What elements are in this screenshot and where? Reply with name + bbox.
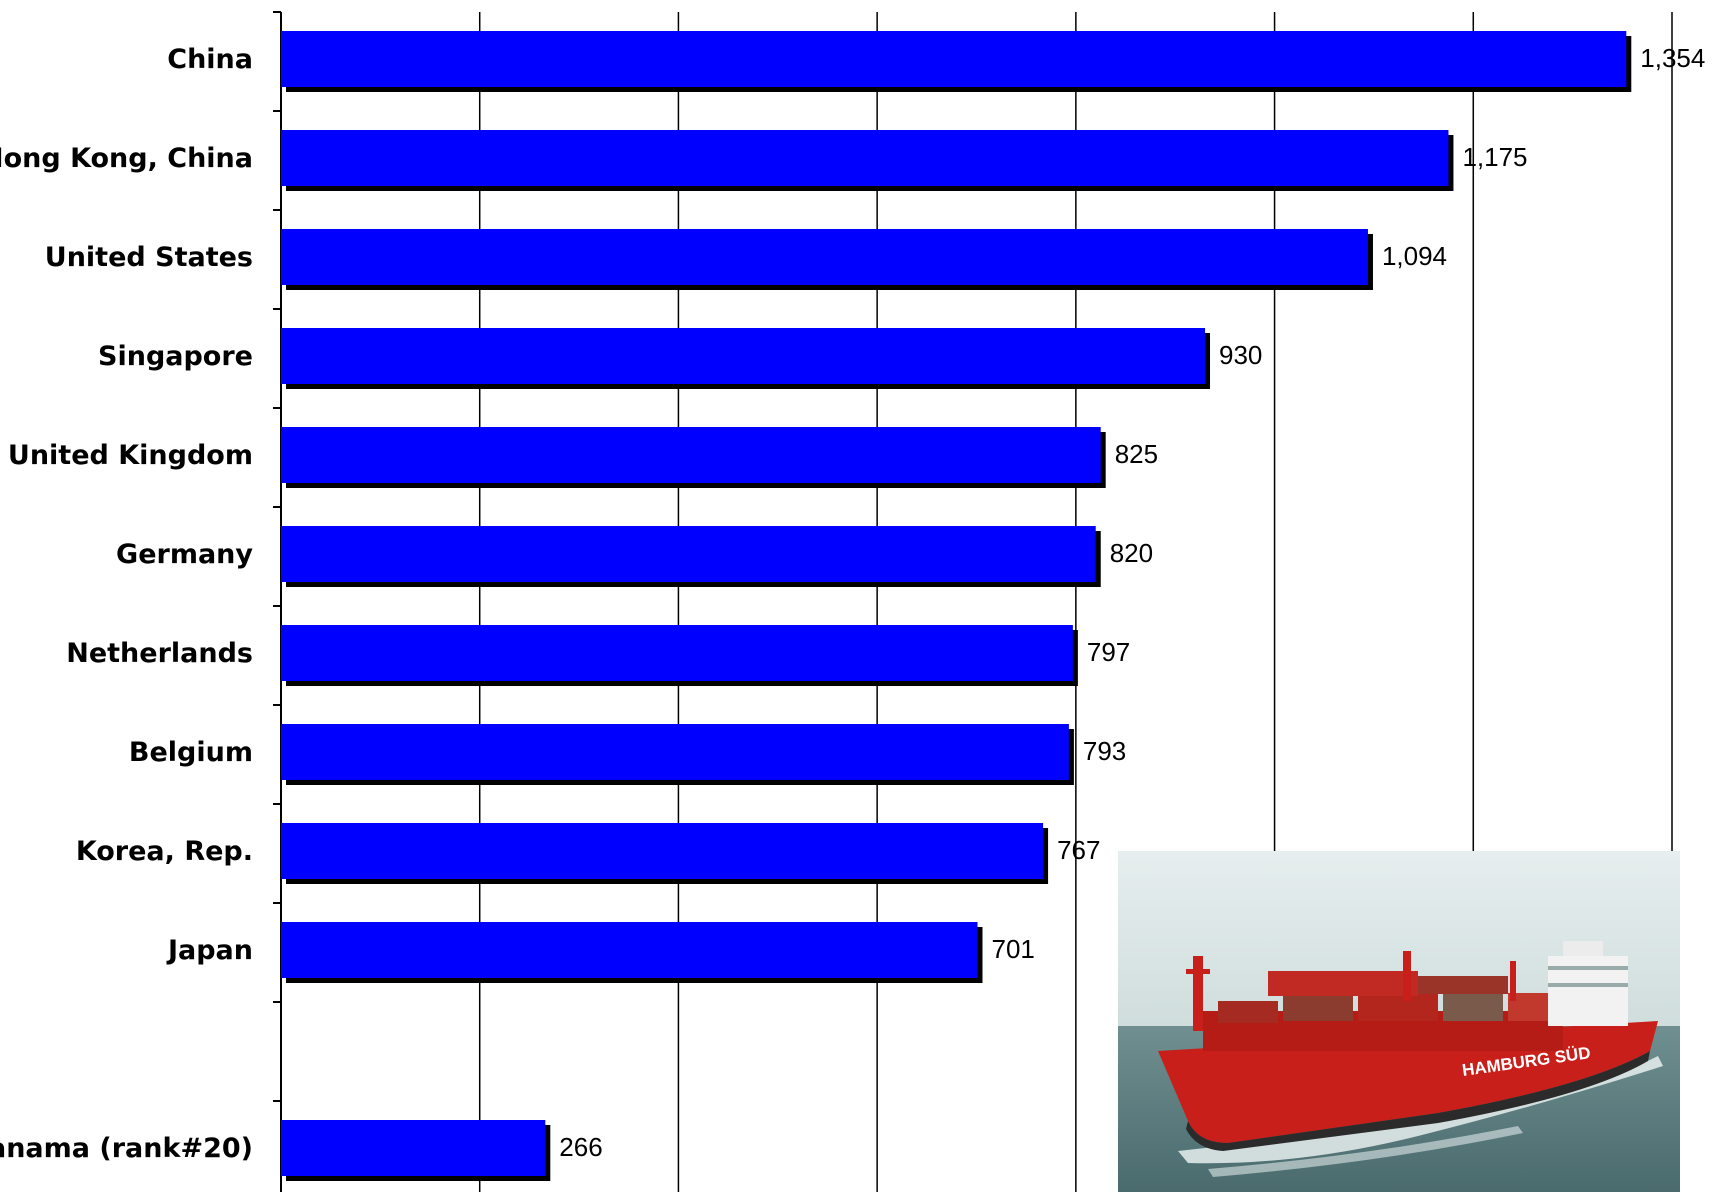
category-label: Japan: [166, 935, 253, 966]
value-label: 1,175: [1462, 142, 1527, 172]
category-label: Panama (rank#20): [0, 1133, 253, 1164]
category-label: Germany: [116, 539, 253, 570]
bars: [281, 31, 1632, 1181]
value-labels: 1,354 1,175 1,094 930 825 820 797 793 767 701 266: [559, 43, 1705, 1162]
category-label: Singapore: [98, 341, 253, 372]
bar: [281, 922, 978, 978]
category-label: China: [167, 44, 253, 75]
category-labels: China Hong Kong, China United States Singap…: [0, 44, 253, 1164]
category-label: Hong Kong, China: [0, 143, 253, 174]
bar: [281, 328, 1206, 384]
value-label: 820: [1110, 538, 1153, 568]
bar: [281, 130, 1449, 186]
ship-hull: [1158, 1021, 1658, 1143]
bar: [281, 724, 1069, 780]
value-label: 793: [1083, 736, 1126, 766]
value-label: 767: [1057, 835, 1100, 865]
value-label: 825: [1115, 439, 1158, 469]
y-axis: [273, 11, 282, 1192]
bar: [281, 229, 1368, 285]
value-label: 701: [991, 934, 1034, 964]
bar: [281, 31, 1627, 87]
bar: [281, 427, 1101, 483]
value-label: 930: [1219, 340, 1262, 370]
category-label: United States: [45, 242, 253, 273]
bar: [281, 823, 1044, 879]
value-label: 797: [1087, 637, 1130, 667]
category-label: Korea, Rep.: [76, 836, 253, 867]
category-label: United Kingdom: [8, 440, 253, 471]
category-label: Belgium: [129, 737, 253, 768]
value-label: 1,354: [1640, 43, 1705, 73]
gridlines: [478, 12, 1673, 1192]
bar: [281, 526, 1096, 582]
container-ship-photo: HAMBURG SÜD: [1118, 851, 1680, 1192]
wake: [1178, 1056, 1663, 1164]
value-label: 1,094: [1382, 241, 1447, 271]
bar: [281, 625, 1073, 681]
value-label: 266: [559, 1132, 602, 1162]
bar: [281, 1120, 546, 1176]
category-label: Netherlands: [66, 638, 253, 669]
